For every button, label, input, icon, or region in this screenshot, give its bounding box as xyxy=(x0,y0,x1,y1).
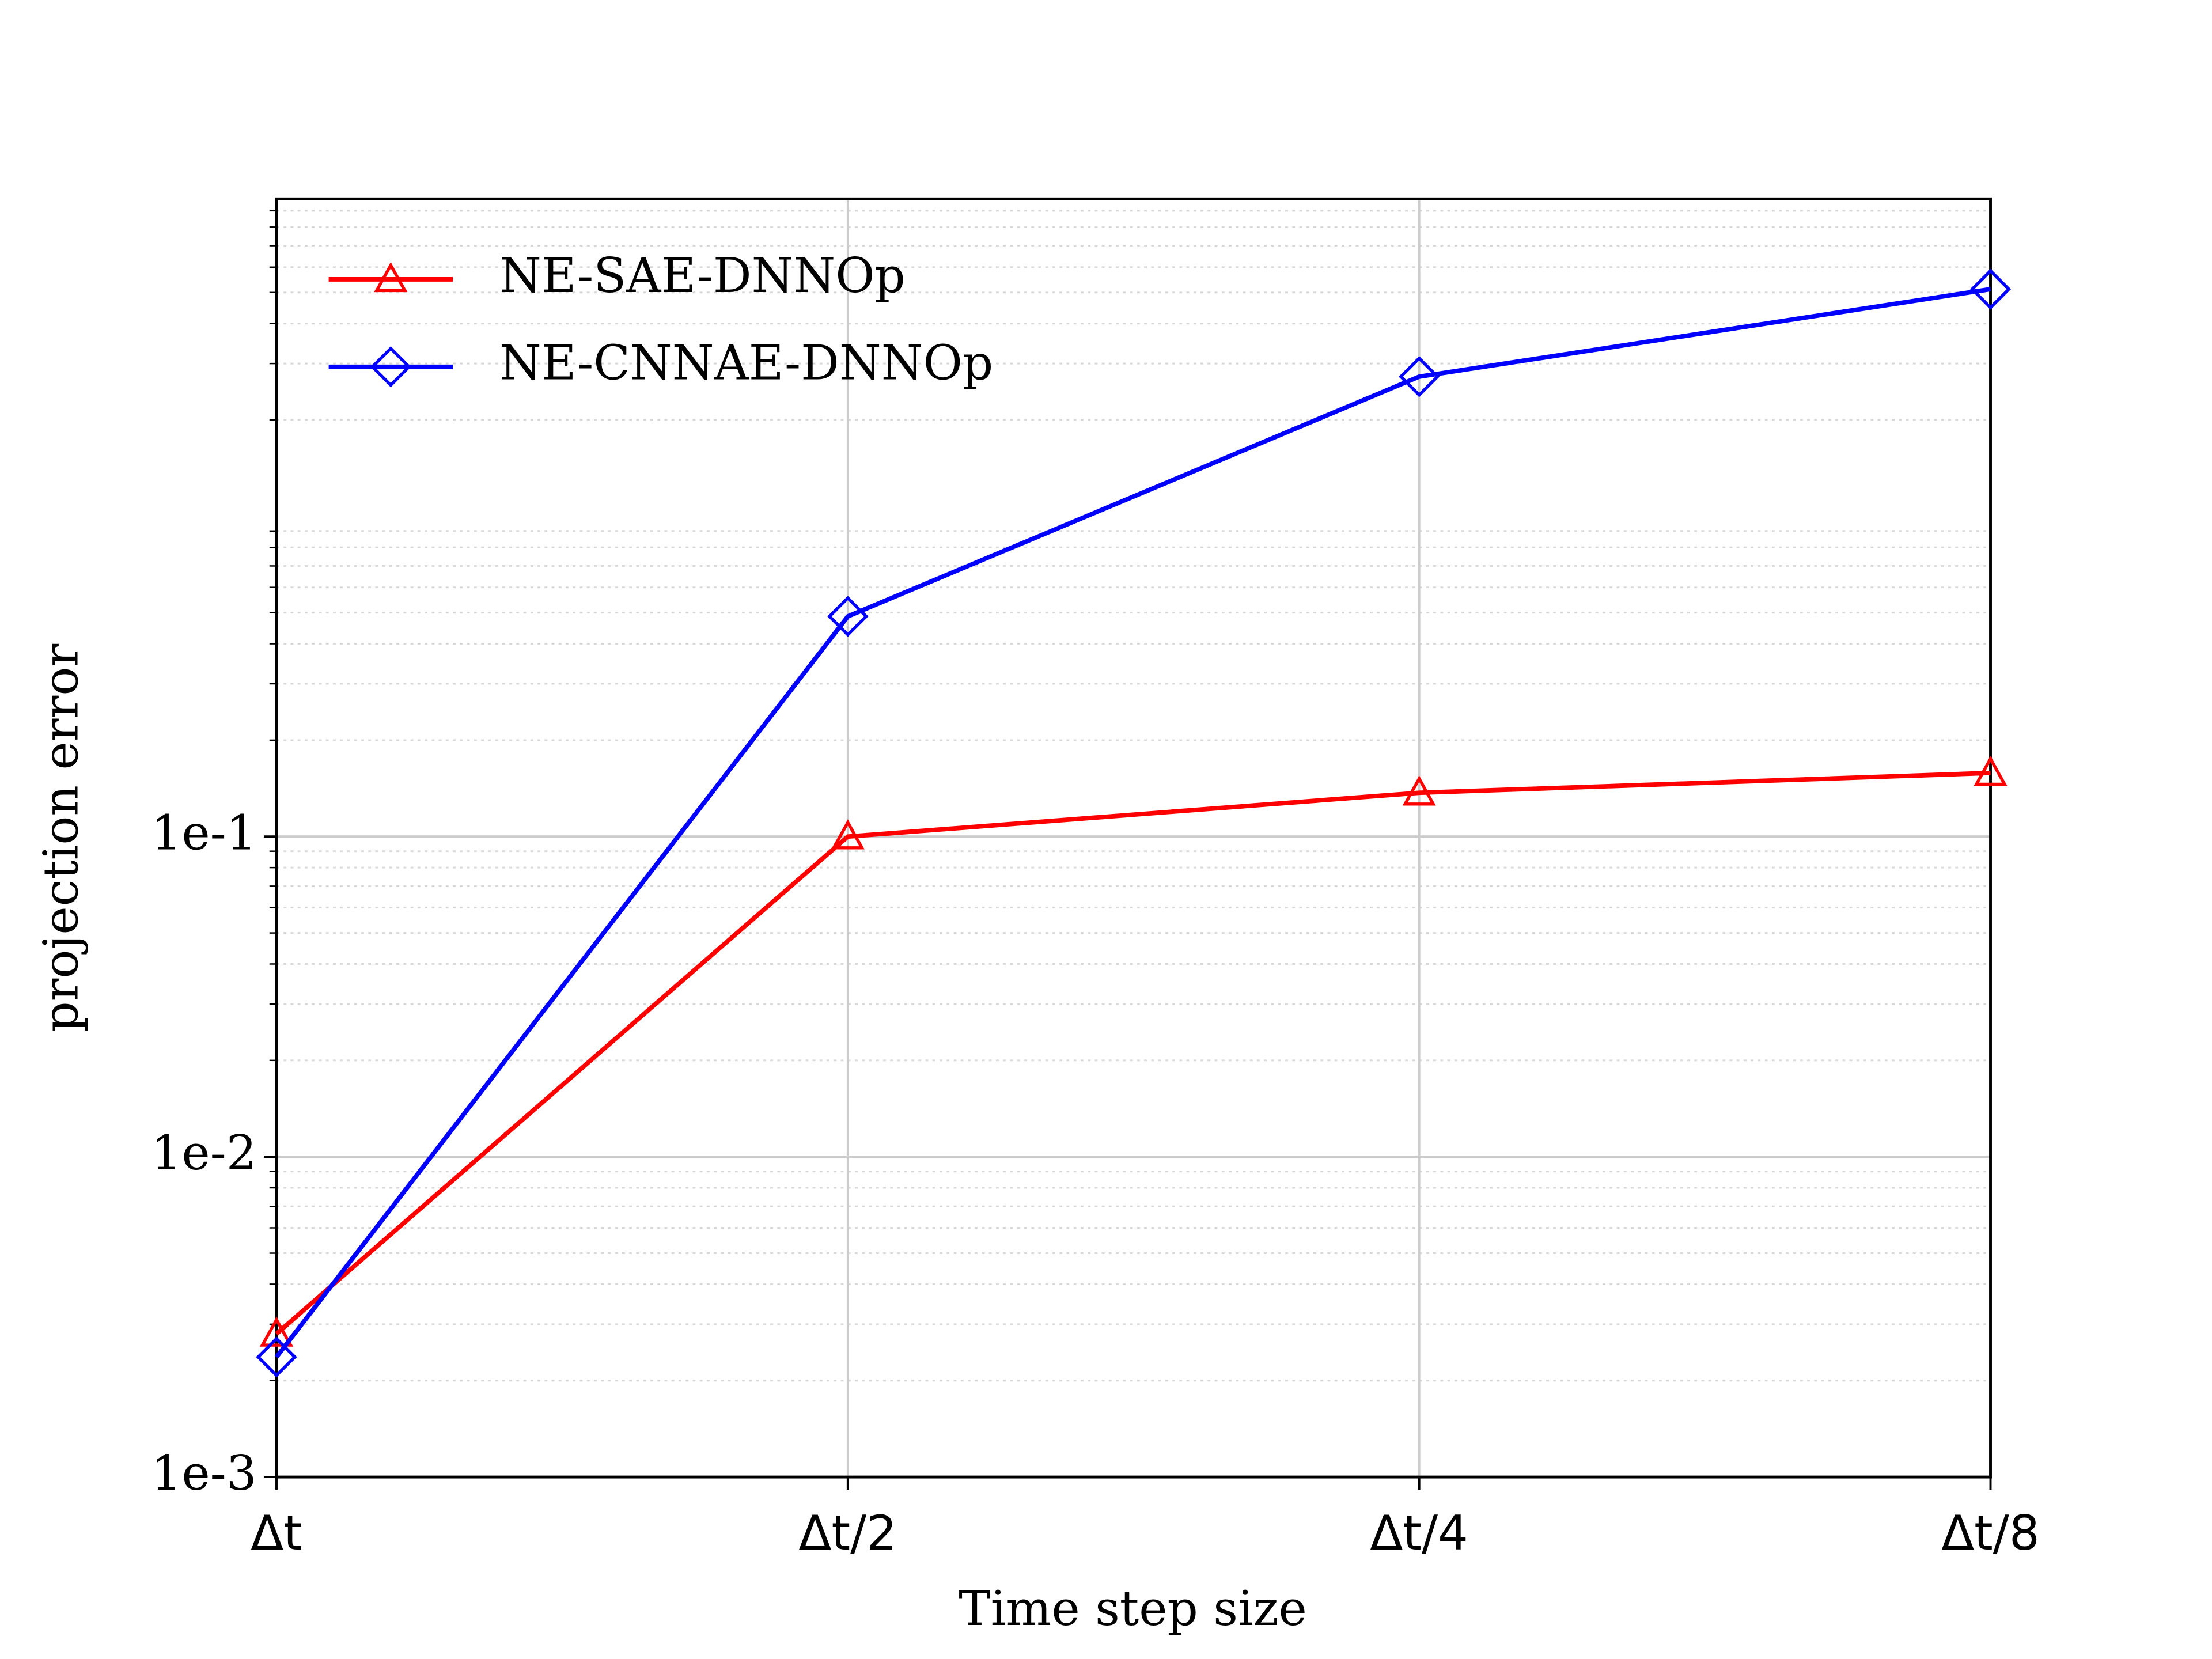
y-tick-label: 1e-2 xyxy=(151,1125,256,1181)
series-line xyxy=(274,287,1991,1359)
marker xyxy=(1399,356,1440,397)
marker xyxy=(1402,775,1436,806)
x-tick-label: Δt/4 xyxy=(1370,1505,1468,1561)
legend-marker xyxy=(374,262,408,293)
marker xyxy=(827,596,869,637)
plot-frame xyxy=(275,197,1992,1479)
series-line xyxy=(275,770,1991,1336)
legend-label: NE-CNNAE-DNNOp xyxy=(499,335,993,391)
marker xyxy=(259,1316,294,1347)
x-axis-label: Time step size xyxy=(959,1581,1306,1637)
y-axis-label: projection error xyxy=(33,644,89,1032)
x-tick-label: Δt xyxy=(251,1505,302,1561)
y-tick-label: 1e-3 xyxy=(151,1445,256,1501)
marker xyxy=(1974,755,2008,786)
marker xyxy=(1969,268,2012,310)
y-tick-label: 1e-1 xyxy=(151,805,256,861)
x-tick-label: Δt/2 xyxy=(799,1505,897,1561)
x-tick-label: Δt/8 xyxy=(1941,1505,2040,1561)
legend-marker xyxy=(370,346,412,388)
legend-label: NE-SAE-DNNOp xyxy=(499,248,906,304)
marker xyxy=(831,819,865,850)
marker xyxy=(256,1336,297,1378)
